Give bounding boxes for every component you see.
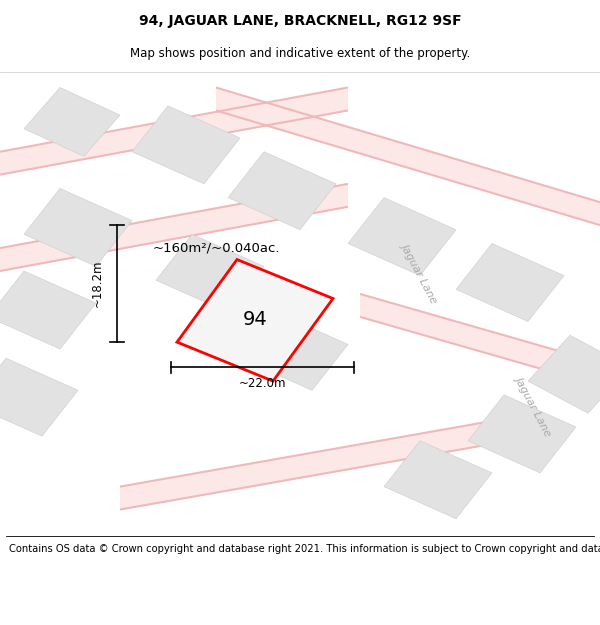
Text: Contains OS data © Crown copyright and database right 2021. This information is : Contains OS data © Crown copyright and d… — [9, 544, 600, 554]
Text: ~18.2m: ~18.2m — [91, 260, 104, 308]
Polygon shape — [348, 198, 456, 276]
Polygon shape — [384, 441, 492, 519]
Polygon shape — [360, 294, 600, 386]
Polygon shape — [456, 244, 564, 321]
Polygon shape — [468, 395, 576, 473]
Polygon shape — [24, 189, 132, 266]
Text: Jaguar Lane: Jaguar Lane — [400, 242, 440, 305]
Polygon shape — [177, 259, 333, 381]
Text: ~22.0m: ~22.0m — [239, 378, 286, 391]
Polygon shape — [228, 152, 336, 230]
Text: ~160m²/~0.040ac.: ~160m²/~0.040ac. — [153, 242, 281, 254]
Polygon shape — [528, 335, 600, 413]
Text: 94: 94 — [242, 309, 268, 329]
Polygon shape — [0, 184, 348, 271]
Polygon shape — [120, 418, 510, 509]
Polygon shape — [156, 234, 264, 312]
Polygon shape — [0, 88, 348, 174]
Text: Jaguar Lane: Jaguar Lane — [514, 375, 554, 438]
Polygon shape — [0, 271, 96, 349]
Polygon shape — [132, 106, 240, 184]
Polygon shape — [216, 88, 600, 225]
Polygon shape — [240, 312, 348, 390]
Text: 94, JAGUAR LANE, BRACKNELL, RG12 9SF: 94, JAGUAR LANE, BRACKNELL, RG12 9SF — [139, 14, 461, 28]
Polygon shape — [0, 358, 78, 436]
Polygon shape — [24, 88, 120, 156]
Text: Map shows position and indicative extent of the property.: Map shows position and indicative extent… — [130, 47, 470, 59]
